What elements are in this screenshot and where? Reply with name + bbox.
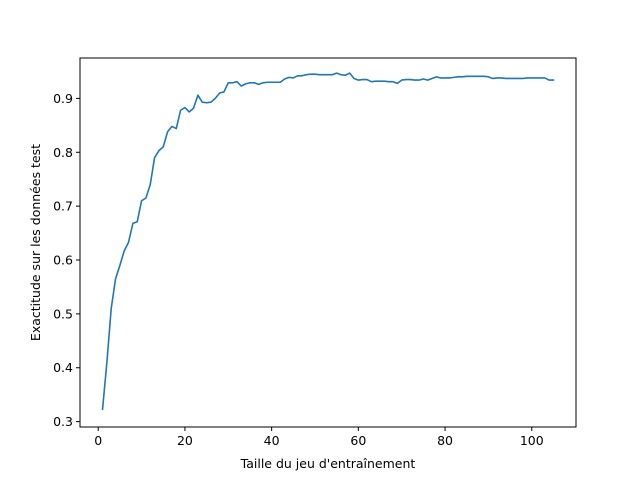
y-tick-label: 0.3	[53, 414, 73, 429]
x-tick-label: 100	[520, 433, 544, 448]
plot-area	[101, 72, 555, 411]
x-tick-label: 20	[177, 433, 193, 448]
y-axis-ticks: 0.3 0.4 0.5 0.6 0.7 0.8 0.9	[53, 91, 80, 429]
y-tick-label: 0.7	[53, 199, 73, 214]
x-axis-ticks: 0 20 40 60 80 100	[94, 427, 544, 448]
y-tick-label: 0.6	[53, 253, 73, 268]
axes-frame	[79, 57, 577, 428]
y-tick-label: 0.4	[53, 360, 73, 375]
x-axis-label: Taille du jeu d'entraînement	[240, 456, 416, 471]
x-tick-label: 80	[437, 433, 453, 448]
y-tick-label: 0.5	[53, 306, 73, 321]
x-tick-label: 0	[94, 433, 102, 448]
y-axis-label: Exactitude sur les données test	[28, 144, 43, 341]
x-tick-label: 60	[350, 433, 366, 448]
y-tick-label: 0.8	[53, 145, 73, 160]
series-line	[101, 72, 555, 411]
y-tick-label: 0.9	[53, 91, 73, 106]
x-tick-label: 40	[264, 433, 280, 448]
